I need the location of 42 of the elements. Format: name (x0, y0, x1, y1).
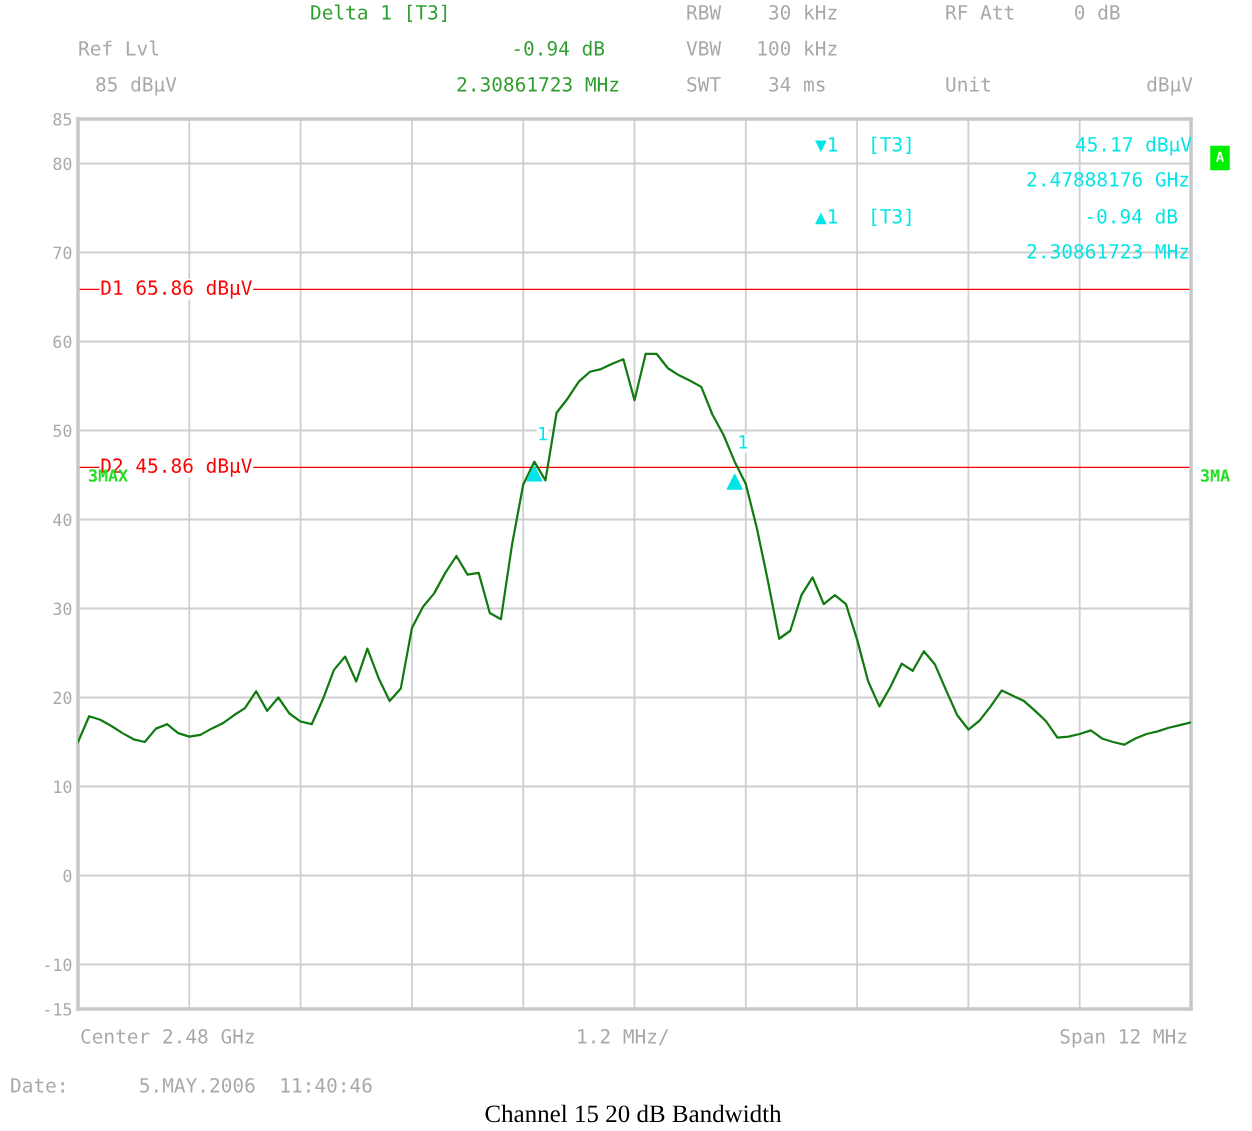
text: Center 2.48 GHz (81, 1028, 254, 1044)
text: 85 dBµV (96, 76, 177, 96)
text: dBµV (1147, 76, 1193, 96)
text: -0.94 dB (514, 40, 605, 56)
annotation: [T3] (872, 136, 911, 154)
ref-line-label: D1 65.86 dBµV (101, 279, 252, 299)
annotation: -0.94 dB (1087, 208, 1178, 224)
text: Ref Lvl (79, 40, 159, 56)
text: SWT 34 ms (687, 76, 825, 92)
annotation: 45.17 dBµV (1075, 136, 1192, 156)
y-tick-label: 70 (53, 246, 72, 260)
text: Span 12 MHz (1060, 1028, 1187, 1048)
y-tick-label: 0 (63, 869, 72, 883)
line-series (78, 352, 1191, 746)
text: RF Att 0 dB (946, 4, 1120, 20)
y-tick-label: 60 (53, 335, 72, 349)
text: 2.30861723 MHz (457, 76, 619, 92)
y-tick-label: 85 (53, 113, 72, 126)
y-tick-label: 20 (53, 691, 72, 705)
text: Date: 5.MAY.2006 11:40:46 (11, 1077, 372, 1093)
annotation: [T3] (872, 208, 911, 226)
y-tick-label: 40 (53, 513, 72, 527)
series-label: 1 (539, 426, 547, 441)
text: 3MA (1201, 469, 1230, 482)
annotation: 2.30861723 MHz (1027, 243, 1189, 259)
series-label: 1 (739, 435, 748, 449)
y-tick-label: 10 (54, 780, 72, 794)
text: Channel 15 20 dB Bandwidth (485, 1104, 782, 1123)
text: A (1216, 151, 1224, 162)
annotation: 2.47888176 GHz (1027, 171, 1189, 187)
text: 1.2 MHz/ (578, 1028, 669, 1046)
annotation: ▲1 (815, 209, 838, 225)
annotation: ▼1 (815, 137, 838, 153)
text: Unit (946, 76, 990, 92)
y-tick-label: 50 (53, 424, 72, 438)
y-tick-label: -10 (45, 958, 72, 972)
text: Delta 1 [T3] (311, 4, 447, 22)
y-tick-label: 80 (53, 157, 72, 171)
y-tick-label: -15 (45, 1003, 72, 1016)
y-tick-label: 30 (53, 602, 72, 616)
text: RBW 30 kHz (687, 4, 837, 20)
text: VBW 100 kHz (686, 40, 837, 56)
